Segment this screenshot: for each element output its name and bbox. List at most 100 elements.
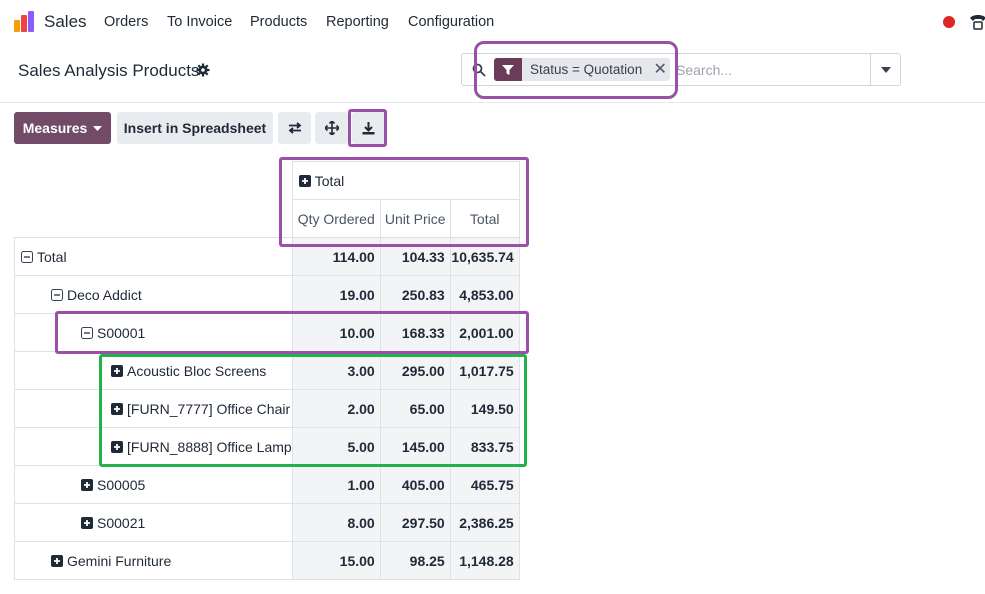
pivot-row-label: Gemini Furniture [67,552,172,569]
pivot-cell-total[interactable]: 1,148.28 [449,541,520,580]
pivot-col-header-label: Total [314,172,345,189]
pivot-cell-price[interactable]: 405.00 [379,465,451,504]
nav-configuration[interactable]: Configuration [408,14,495,30]
top-navbar: Sales Orders To Invoice Products Reporti… [0,0,985,44]
pivot-row: Total 114.00 104.33 10,635.74 [14,237,520,276]
pivot-cell-qty[interactable]: 19.00 [291,275,381,314]
insert-spreadsheet-button[interactable]: Insert in Spreadsheet [117,112,273,144]
pivot-row-header[interactable]: Total [14,237,293,276]
pivot-row: S00005 1.00 405.00 465.75 [14,465,520,504]
collapse-minus-icon [51,288,63,301]
expand-all-button[interactable] [315,112,348,144]
measure-header-qty[interactable]: Qty Ordered [291,199,381,238]
measure-header-total[interactable]: Total [449,199,520,238]
pivot-row-label: S00001 [97,324,146,341]
pivot-cell-qty[interactable]: 5.00 [291,427,381,466]
phone-icon[interactable] [968,12,985,32]
pivot-row: S00001 10.00 168.33 2,001.00 [14,313,520,352]
collapse-minus-icon [81,326,93,339]
pivot-corner [14,161,293,238]
pivot-cell-total[interactable]: 10,635.74 [449,237,520,276]
pivot-cell-qty[interactable]: 8.00 [291,503,381,542]
page-title: Sales Analysis Products [18,61,200,80]
measures-button[interactable]: Measures [14,112,111,144]
flip-axis-button[interactable] [278,112,311,144]
pivot-row-label: S00021 [97,514,146,531]
pivot-cell-qty[interactable]: 2.00 [291,389,381,428]
pivot-cell-total[interactable]: 149.50 [449,389,520,428]
control-panel: Sales Analysis Products Status = Quotati… [0,44,985,103]
pivot-row: S00021 8.00 297.50 2,386.25 [14,503,520,542]
filter-facet[interactable]: Status = Quotation ✕ [494,58,671,81]
pivot-row-header[interactable]: [FURN_7777] Office Chair [14,389,293,428]
caret-down-icon [93,125,103,131]
pivot-row: Deco Addict 19.00 250.83 4,853.00 [14,275,520,314]
expand-plus-icon [51,554,63,567]
pivot-cell-total[interactable]: 2,001.00 [449,313,520,352]
pivot-row: Gemini Furniture 15.00 98.25 1,148.28 [14,541,520,580]
pivot-cell-price[interactable]: 98.25 [379,541,451,580]
pivot-cell-total[interactable]: 465.75 [449,465,520,504]
pivot-cell-price[interactable]: 295.00 [379,351,451,390]
pivot-row-header[interactable]: Gemini Furniture [14,541,293,580]
expand-plus-icon [111,364,123,377]
flip-axis-icon [288,122,301,134]
measure-header-unit-price[interactable]: Unit Price [379,199,451,238]
pivot-row-header[interactable]: Deco Addict [14,275,293,314]
pivot-cell-total[interactable]: 4,853.00 [449,275,520,314]
pivot-row: Acoustic Bloc Screens 3.00 295.00 1,017.75 [14,351,520,390]
pivot-cell-qty[interactable]: 10.00 [291,313,381,352]
nav-orders[interactable]: Orders [104,14,149,30]
pivot-cell-qty[interactable]: 3.00 [291,351,381,390]
expand-arrows-icon [324,121,339,135]
nav-reporting[interactable]: Reporting [326,14,389,30]
pivot-cell-price[interactable]: 104.33 [379,237,451,276]
search-icon [472,63,486,77]
pivot-cell-price[interactable]: 65.00 [379,389,451,428]
pivot-row: [FURN_7777] Office Chair 2.00 65.00 149.50 [14,389,520,428]
measures-label: Measures [22,120,88,136]
filter-facet-label: Status = Quotation [530,62,643,77]
filter-icon [494,58,522,81]
pivot-row-label: Acoustic Bloc Screens [127,362,267,379]
app-name[interactable]: Sales [44,12,87,31]
pivot-row-header[interactable]: [FURN_8888] Office Lamp [14,427,293,466]
pivot-col-header-total[interactable]: Total [291,161,520,200]
pivot-row-label: Total [37,248,67,265]
pivot-cell-price[interactable]: 145.00 [379,427,451,466]
pivot-row-header[interactable]: Acoustic Bloc Screens [14,351,293,390]
pivot-row-label: S00005 [97,476,146,493]
caret-down-icon [880,66,891,73]
search-input[interactable]: Search... [676,62,733,78]
expand-plus-icon [81,516,93,529]
pivot-table: Total Qty Ordered Unit Price Total Total… [14,161,520,580]
close-icon[interactable]: ✕ [653,61,667,78]
gear-icon[interactable] [196,63,210,77]
pivot-cell-qty[interactable]: 114.00 [291,237,381,276]
nav-products[interactable]: Products [250,14,308,30]
pivot-row-header[interactable]: S00005 [14,465,293,504]
recording-dot-icon[interactable] [943,16,955,28]
pivot-cell-price[interactable]: 168.33 [379,313,451,352]
pivot-cell-total[interactable]: 833.75 [449,427,520,466]
pivot-row: [FURN_8888] Office Lamp 5.00 145.00 833.75 [14,427,520,466]
search-options-toggle[interactable] [870,54,900,85]
pivot-cell-total[interactable]: 2,386.25 [449,503,520,542]
pivot-cell-qty[interactable]: 1.00 [291,465,381,504]
download-icon [362,121,375,134]
pivot-row-header[interactable]: S00001 [14,313,293,352]
pivot-cell-total[interactable]: 1,017.75 [449,351,520,390]
sales-app-logo-icon[interactable] [13,11,35,33]
pivot-row-header[interactable]: S00021 [14,503,293,542]
expand-plus-icon [298,174,311,187]
pivot-cell-price[interactable]: 297.50 [379,503,451,542]
pivot-cell-qty[interactable]: 15.00 [291,541,381,580]
expand-plus-icon [111,440,123,453]
expand-plus-icon [111,402,123,415]
nav-to-invoice[interactable]: To Invoice [167,14,233,30]
pivot-row-label: [FURN_8888] Office Lamp [127,438,292,455]
collapse-minus-icon [21,250,33,263]
pivot-cell-price[interactable]: 250.83 [379,275,451,314]
download-button[interactable] [352,112,385,144]
search-bar[interactable]: Status = Quotation ✕ Search... [461,53,901,86]
